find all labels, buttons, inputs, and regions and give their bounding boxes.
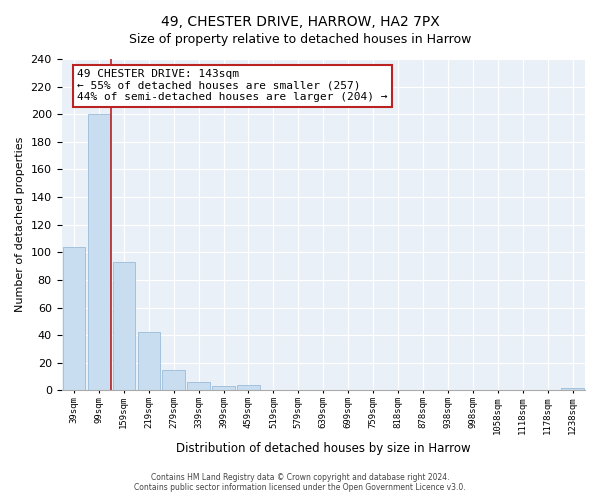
Text: 49, CHESTER DRIVE, HARROW, HA2 7PX: 49, CHESTER DRIVE, HARROW, HA2 7PX	[161, 15, 439, 29]
Text: 49 CHESTER DRIVE: 143sqm
← 55% of detached houses are smaller (257)
44% of semi-: 49 CHESTER DRIVE: 143sqm ← 55% of detach…	[77, 69, 388, 102]
X-axis label: Distribution of detached houses by size in Harrow: Distribution of detached houses by size …	[176, 442, 470, 455]
Bar	[212, 386, 235, 390]
Bar	[113, 262, 135, 390]
Text: Size of property relative to detached houses in Harrow: Size of property relative to detached ho…	[129, 32, 471, 46]
Bar	[187, 382, 210, 390]
Text: Contains HM Land Registry data © Crown copyright and database right 2024.
Contai: Contains HM Land Registry data © Crown c…	[134, 473, 466, 492]
Bar	[163, 370, 185, 390]
Bar	[237, 385, 260, 390]
Bar	[562, 388, 584, 390]
Bar	[88, 114, 110, 390]
Y-axis label: Number of detached properties: Number of detached properties	[15, 137, 25, 312]
Bar	[63, 247, 85, 390]
Bar	[137, 332, 160, 390]
